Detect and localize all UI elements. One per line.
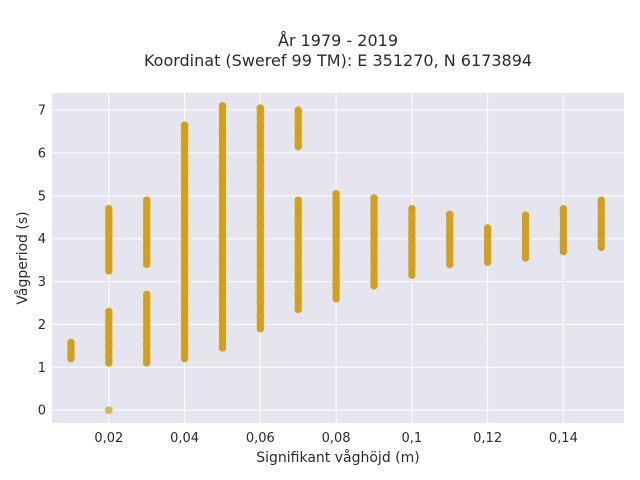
x-tick-label: 0,14	[549, 431, 578, 446]
y-tick-label: 4	[38, 232, 46, 247]
x-axis-ticks: 0,02 0,04 0,06 0,08 0,1 0,12 0,14	[94, 431, 578, 446]
data-points	[67, 102, 606, 414]
x-tick-label: 0,02	[94, 431, 123, 446]
chart-subtitle: Koordinat (Sweref 99 TM): E 351270, N 61…	[144, 51, 532, 70]
y-tick-label: 5	[38, 189, 46, 204]
x-tick-label: 0,1	[402, 431, 423, 446]
x-tick-label: 0,04	[170, 431, 199, 446]
y-tick-label: 6	[38, 147, 46, 162]
x-axis-title: Signifikant våghöjd (m)	[256, 449, 419, 466]
y-tick-label: 1	[38, 361, 46, 376]
y-tick-label: 2	[38, 318, 46, 333]
y-axis-ticks: 0 1 2 3 4 5 6 7	[38, 104, 46, 419]
x-tick-label: 0,06	[246, 431, 275, 446]
y-tick-label: 3	[38, 275, 46, 290]
data-point	[105, 406, 113, 414]
y-axis-title: Vågperiod (s)	[14, 211, 31, 304]
y-tick-label: 0	[38, 404, 46, 419]
chart-title: År 1979 - 2019	[278, 31, 398, 50]
x-tick-label: 0,12	[473, 431, 502, 446]
y-tick-label: 7	[38, 104, 46, 119]
x-tick-label: 0,08	[322, 431, 351, 446]
